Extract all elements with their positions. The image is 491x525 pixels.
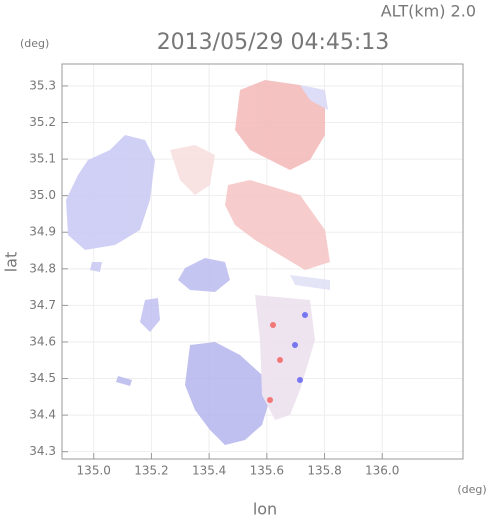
y-tick-label: 34.7 — [29, 298, 56, 312]
x-tick-label: 135.2 — [134, 464, 168, 478]
radar-echoes — [66, 80, 330, 445]
chart-title: 2013/05/29 04:45:13 — [157, 30, 390, 55]
y-label: lat — [2, 252, 21, 273]
x-tick-label: 135.4 — [192, 464, 226, 478]
y-tick-label: 34.3 — [29, 444, 56, 458]
y-tick-label: 34.9 — [29, 225, 56, 239]
x-tick-label: 135.0 — [77, 464, 111, 478]
x-tick-label: 136.0 — [365, 464, 399, 478]
y-tick-label: 34.8 — [29, 261, 56, 275]
y-tick-label: 34.4 — [29, 408, 56, 422]
x-unit: (deg) — [457, 483, 486, 496]
plot-frame — [61, 63, 464, 460]
y-tick-label: 35.2 — [29, 115, 56, 129]
y-tick-label: 35.1 — [29, 152, 56, 166]
y-unit: (deg) — [20, 37, 49, 50]
x-label: lon — [253, 500, 277, 519]
x-tick-label: 135.8 — [307, 464, 341, 478]
y-tick-label: 34.5 — [29, 371, 56, 385]
y-tick-label: 34.6 — [29, 334, 56, 348]
y-tick-label: 35.0 — [29, 188, 56, 202]
x-tick-label: 135.6 — [250, 464, 284, 478]
y-tick-label: 35.3 — [29, 78, 56, 92]
altitude-label: ALT(km) 2.0 — [381, 2, 476, 21]
